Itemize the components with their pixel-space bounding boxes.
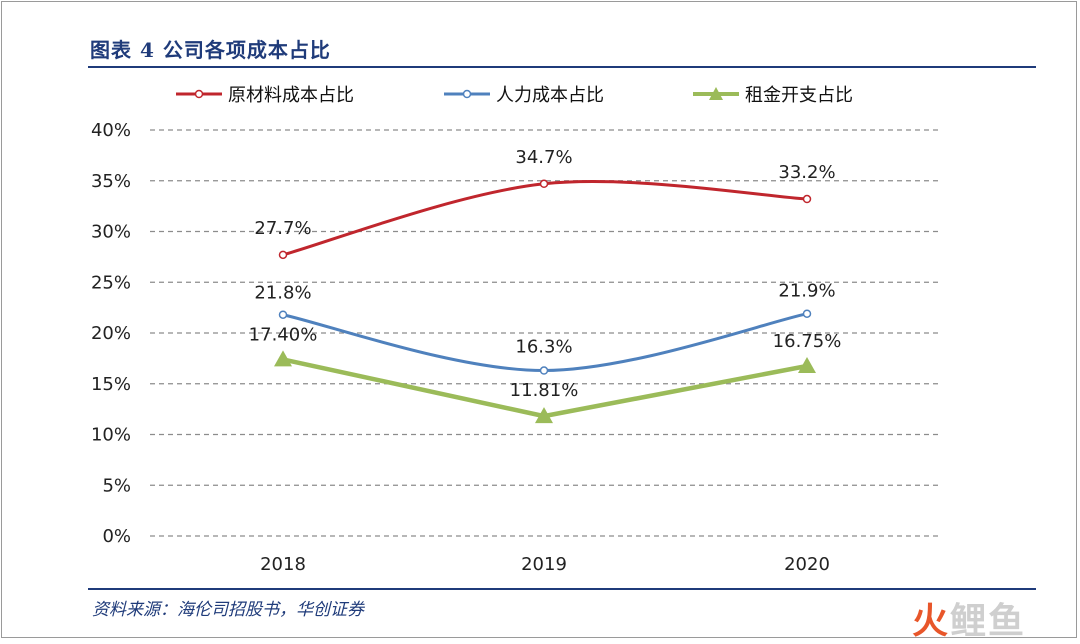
legend-label: 原材料成本占比 — [228, 85, 354, 106]
data-point — [798, 356, 816, 373]
x-tick-label: 2019 — [521, 554, 567, 575]
gridlines — [150, 129, 940, 537]
data-label: 16.3% — [515, 337, 572, 358]
legend-marker — [194, 89, 204, 99]
y-tick-label: 35% — [91, 171, 131, 192]
data-point — [278, 310, 288, 319]
data-label: 11.81% — [510, 380, 579, 401]
source-note: 资料来源：海伦司招股书，华创证券 — [92, 600, 364, 620]
data-label: 17.40% — [249, 324, 318, 345]
data-label: 16.75% — [773, 331, 842, 352]
data-point — [802, 309, 812, 318]
y-tick-label: 0% — [102, 526, 131, 547]
data-point — [802, 194, 812, 204]
data-label: 21.8% — [254, 283, 311, 304]
y-tick-label: 30% — [91, 222, 131, 243]
source-rule — [88, 588, 1036, 590]
series-line — [282, 180, 808, 257]
data-labels: 27.7% 34.7% 33.2% 21.8% 16.3% 21.9% 17.40% 11.8… — [249, 147, 842, 401]
data-point — [539, 366, 549, 375]
legend-marker — [709, 87, 723, 100]
figure-title: 图表 4 公司各项成本占比 — [90, 38, 331, 62]
y-tick-label: 15% — [91, 374, 131, 395]
data-point — [535, 407, 553, 424]
legend-marker — [462, 89, 472, 99]
x-tick-label: 2020 — [784, 554, 830, 575]
watermark-part-1: 火 — [912, 601, 951, 642]
x-tick-label: 2018 — [260, 554, 306, 575]
data-point — [278, 250, 288, 260]
series-group — [274, 179, 816, 424]
y-tick-label: 10% — [91, 425, 131, 446]
legend: 原材料成本占比 人力成本占比 租金开支占比 — [176, 85, 853, 106]
legend-item: 原材料成本占比 — [176, 85, 354, 106]
legend-label: 人力成本占比 — [496, 85, 604, 106]
x-axis-ticks: 2018 2019 2020 — [260, 554, 830, 575]
data-label: 33.2% — [778, 162, 835, 183]
data-label: 34.7% — [515, 147, 572, 168]
legend-item: 人力成本占比 — [444, 85, 604, 106]
title-rule — [88, 66, 1036, 68]
data-label: 27.7% — [254, 218, 311, 239]
watermark-logo: 火鲤鱼 — [912, 592, 1026, 644]
data-label: 21.9% — [778, 281, 835, 302]
y-axis-ticks: 0% 5% 10% 15% 20% 25% 30% 35% 40% — [91, 120, 131, 547]
data-point — [539, 179, 549, 189]
legend-item: 租金开支占比 — [693, 85, 853, 106]
y-tick-label: 20% — [91, 323, 131, 344]
legend-label: 租金开支占比 — [745, 85, 853, 106]
y-tick-label: 25% — [91, 272, 131, 293]
y-tick-label: 40% — [91, 120, 131, 141]
data-point — [274, 350, 292, 367]
watermark-part-2: 鲤鱼 — [950, 601, 1027, 642]
y-tick-label: 5% — [102, 475, 131, 496]
